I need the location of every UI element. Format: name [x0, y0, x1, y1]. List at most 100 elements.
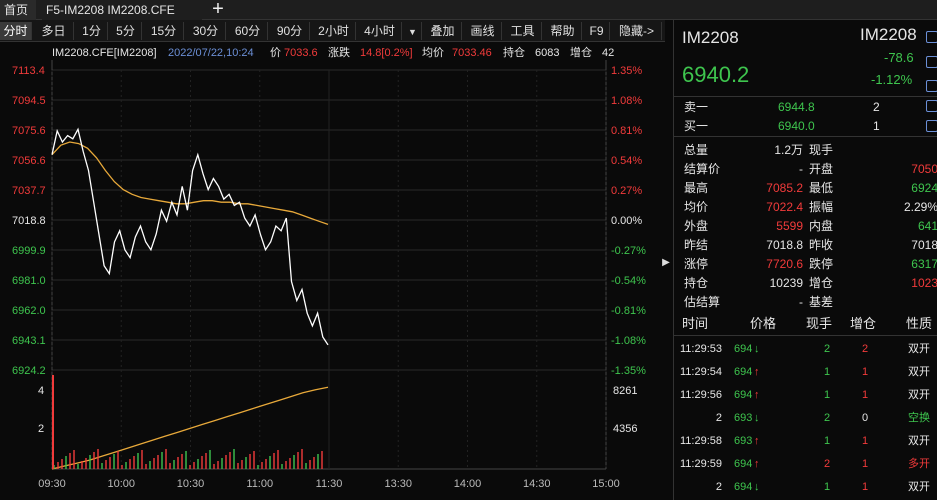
period-1m[interactable]: 1分 [76, 22, 108, 40]
stat-row: 涨停 7720.6 跌停 6317 [674, 255, 937, 273]
stat-value: 6317 [911, 257, 937, 271]
volume-tick-label: 2 [38, 423, 44, 435]
y-tick-label: 6943.1 [12, 335, 46, 347]
intraday-chart[interactable]: 7113.4 1.35% 7094.5 1.08% 7075.6 0.81% 7056.6 0… [0, 60, 660, 500]
menu-icon[interactable] [926, 120, 937, 132]
arrow-up-icon: ↑ [754, 366, 760, 378]
stat-value: 641 [917, 219, 937, 233]
tab-home[interactable]: 首页 [0, 0, 36, 20]
tab-im2208[interactable]: F5-IM2208 IM2208.CFE [42, 0, 202, 20]
menu-tools[interactable]: 工具 [504, 22, 542, 40]
price-line [51, 127, 329, 346]
stat-row: 持仓 10239 增仓 1023 [674, 274, 937, 292]
tick-type: 双开 [908, 389, 930, 401]
avg-price-line [51, 141, 329, 226]
buy1-price: 6940.0 [778, 119, 815, 133]
ticks-header-time: 时间 [682, 316, 709, 331]
stat-row: 均价 7022.4 振幅 2.29% [674, 198, 937, 216]
stat-label: 均价 [684, 200, 709, 214]
y-tick-label: 7056.6 [12, 155, 46, 167]
volume-tick-label-right: 4356 [613, 423, 637, 435]
period-30m[interactable]: 30分 [186, 22, 226, 40]
stat-label: 外盘 [684, 219, 709, 233]
tick-price: 694 [734, 389, 753, 401]
close-icon[interactable] [926, 80, 937, 92]
period-toolbar: 分时 多日 1分 5分 15分 30分 60分 90分 2小时 4小时 ▼ 叠加… [0, 20, 665, 42]
tick-type: 双开 [908, 366, 930, 378]
tick-type: 双开 [908, 481, 930, 493]
arrow-up-icon: ↑ [754, 458, 760, 470]
stat-label: 持仓 [684, 276, 709, 290]
tick-row: 11:29:54 694 ↑ 1 1 双开 [674, 361, 937, 384]
x-tick-label: 15:00 [592, 478, 620, 490]
stat-value: 7018.8 [766, 238, 803, 252]
tick-volume: 1 [824, 366, 831, 378]
quote-symbol: IM2208 [682, 28, 739, 47]
quote-change-pct: -1.12% [871, 72, 913, 87]
y-tick-label: 7037.7 [12, 185, 46, 197]
period-5m[interactable]: 5分 [110, 22, 142, 40]
menu-hide[interactable]: 隐藏-> [612, 22, 662, 40]
add-icon[interactable] [926, 56, 937, 68]
menu-overlay[interactable]: 叠加 [424, 22, 462, 40]
period-90m[interactable]: 90分 [270, 22, 310, 40]
info-change: 14.8[0.2%] [360, 47, 413, 59]
info-code: IM2208.CFE[IM2208] [52, 47, 157, 59]
menu-help[interactable]: 帮助 [544, 22, 582, 40]
add-tab-icon[interactable]: + [212, 0, 224, 20]
y-tick-label-pct: 0.27% [611, 185, 642, 197]
period-4h[interactable]: 4小时 [358, 22, 402, 40]
info-price-label: 价 [270, 47, 281, 59]
tick-time: 11:29:53 [679, 343, 722, 355]
bell-icon[interactable] [926, 100, 937, 112]
tick-oi: 1 [862, 435, 869, 447]
edit-icon[interactable] [926, 31, 937, 43]
tick-time: 11:29:56 [679, 389, 722, 401]
ticks-header-type: 性质 [906, 316, 933, 331]
tick-time: 11:29:58 [679, 435, 722, 447]
stat-label: 估结算 [684, 295, 721, 309]
stat-label: 现手 [809, 143, 834, 157]
period-60m[interactable]: 60分 [228, 22, 268, 40]
tick-volume: 1 [824, 481, 831, 493]
period-2h[interactable]: 2小时 [312, 22, 356, 40]
tab-bar: 首页 F5-IM2208 IM2208.CFE + [0, 0, 937, 20]
period-fenshi[interactable]: 分时 [0, 22, 32, 40]
period-multi-day[interactable]: 多日 [34, 22, 74, 40]
tick-type: 多开 [908, 458, 930, 470]
collapse-panel-icon[interactable]: ▶ [662, 257, 670, 268]
stat-value: - [799, 295, 803, 309]
buy1-volume: 1 [873, 119, 880, 133]
arrow-down-icon: ↓ [754, 412, 760, 424]
period-dropdown-icon[interactable]: ▼ [404, 22, 422, 40]
x-tick-label: 10:30 [177, 478, 205, 490]
tick-type: 空换 [908, 412, 930, 424]
y-tick-label-pct: -0.54% [611, 275, 646, 287]
menu-draw[interactable]: 画线 [464, 22, 502, 40]
tick-oi: 0 [862, 412, 869, 424]
stat-value: 1023 [911, 276, 937, 290]
y-tick-label-pct: 0.54% [611, 155, 642, 167]
period-15m[interactable]: 15分 [144, 22, 184, 40]
stat-value: 7085.2 [766, 181, 803, 195]
info-oi: 6083 [535, 47, 560, 59]
tick-price: 694 [734, 366, 753, 378]
y-tick-label-pct: -1.35% [611, 365, 646, 377]
stat-row: 总量 1.2万 现手 [674, 141, 937, 159]
info-oi-chg: 42 [602, 47, 615, 59]
menu-f9[interactable]: F9 [584, 22, 610, 40]
y-tick-label-pct: 0.00% [611, 215, 642, 227]
arrow-up-icon: ↑ [754, 435, 760, 447]
volume-tick-label: 4 [38, 385, 44, 397]
info-oi-label: 持仓 [503, 47, 525, 59]
sell1-price: 6944.8 [778, 100, 815, 114]
stat-value: 1.2万 [774, 143, 803, 157]
tick-oi: 1 [862, 366, 869, 378]
stat-label: 昨收 [809, 238, 834, 252]
buy1-row: 买一 6940.0 1 [674, 117, 937, 135]
stat-value: 2.29% [903, 200, 937, 214]
info-datetime: 2022/07/22,10:24 [168, 47, 254, 59]
stat-label: 内盘 [809, 219, 834, 233]
stat-label: 结算价 [684, 162, 721, 176]
tick-time: 2 [715, 412, 722, 424]
